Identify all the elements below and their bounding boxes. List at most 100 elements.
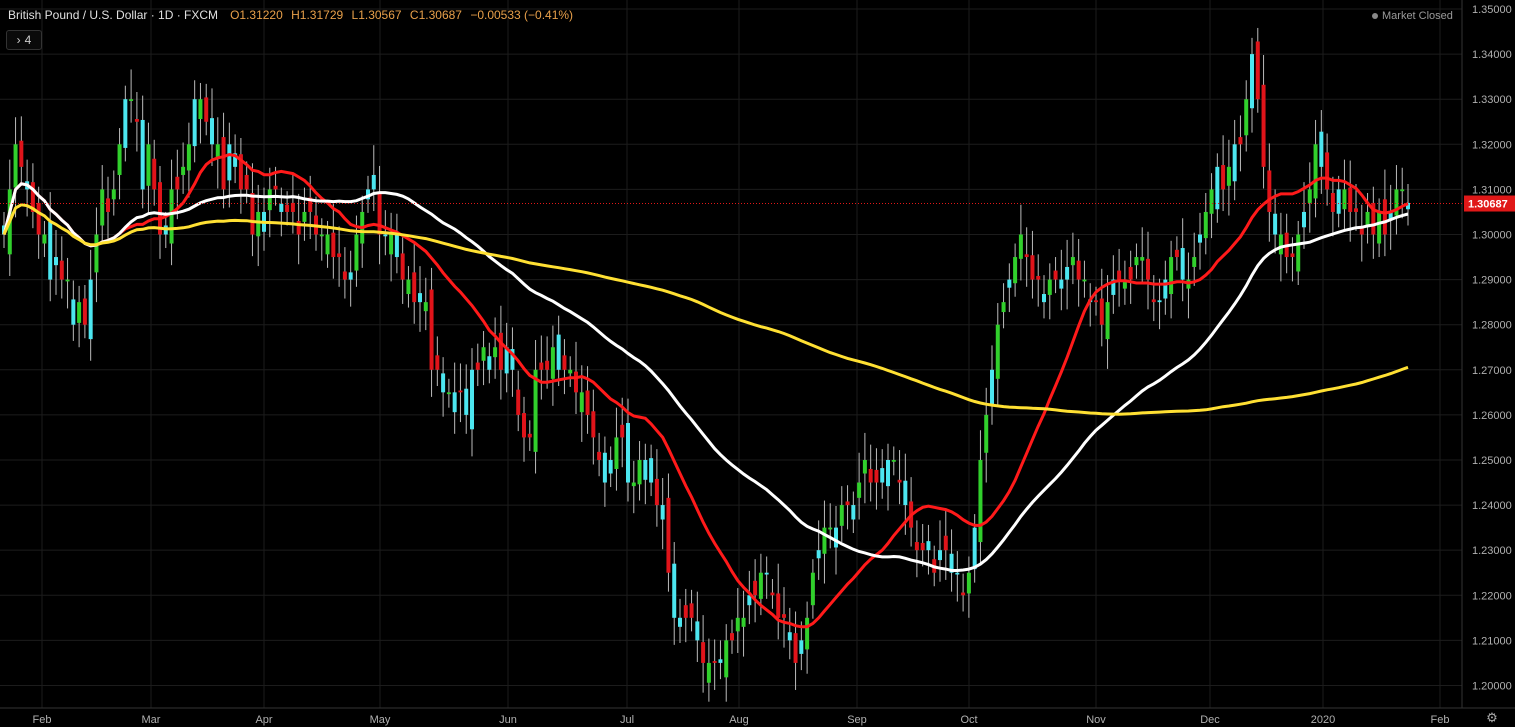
candle-body xyxy=(851,505,856,520)
candle-body xyxy=(117,144,122,175)
candle-body xyxy=(1070,257,1075,266)
candle-body xyxy=(1082,279,1087,282)
candle-body xyxy=(568,369,573,374)
candle-body xyxy=(1354,208,1358,212)
candle-body xyxy=(1076,260,1081,280)
candle-body xyxy=(990,369,994,406)
candle-body xyxy=(1105,302,1110,340)
candle-body xyxy=(949,553,954,573)
x-tick-label: Oct xyxy=(960,714,977,726)
candle-body xyxy=(331,232,336,258)
candle-body xyxy=(695,621,700,641)
candle-body xyxy=(406,279,411,295)
candle-body xyxy=(273,185,278,190)
candle-body xyxy=(487,356,492,370)
symbol-title[interactable]: British Pound / U.S. Dollar · 1D · FXCM xyxy=(8,8,219,22)
candle-body xyxy=(943,535,948,551)
change-value: −0.00533 (−0.41%) xyxy=(470,8,574,22)
candle-body xyxy=(279,203,284,212)
candle-body xyxy=(1250,54,1254,109)
candle-body xyxy=(631,482,636,487)
candle-body xyxy=(978,459,983,543)
candle-body xyxy=(123,99,128,148)
symbol-header: British Pound / U.S. Dollar · 1D · FXCM … xyxy=(8,8,578,22)
candle-body xyxy=(458,390,463,393)
candle-body xyxy=(782,614,786,618)
candle-body xyxy=(464,388,469,415)
candle-body xyxy=(533,369,538,452)
candle-body xyxy=(19,140,24,167)
candle-body xyxy=(1065,266,1070,280)
candle-body xyxy=(1267,170,1272,212)
candle-body xyxy=(510,349,515,370)
candle-body xyxy=(545,360,550,370)
candle-body xyxy=(1146,258,1150,280)
candle-body xyxy=(683,605,688,618)
candle-body xyxy=(348,272,353,280)
x-tick-label: Aug xyxy=(729,714,749,726)
candle-body xyxy=(452,392,457,413)
candle-body xyxy=(643,459,648,480)
candle-body xyxy=(290,202,295,212)
candle-body xyxy=(192,99,197,147)
candle-body xyxy=(1342,189,1347,210)
x-tick-label: Jun xyxy=(499,714,517,726)
candle-body xyxy=(204,97,209,122)
market-status: Market Closed xyxy=(1372,10,1453,22)
candle-body xyxy=(30,182,35,212)
candle-body xyxy=(1047,279,1052,295)
candle-body xyxy=(701,642,706,663)
candle-body xyxy=(498,332,503,370)
candle-body xyxy=(868,468,873,483)
ma-yellow-line xyxy=(2,203,1409,416)
candle-body xyxy=(71,299,76,325)
candle-body xyxy=(1365,211,1370,228)
candle-body xyxy=(527,433,532,438)
candle-body xyxy=(94,234,99,273)
indicators-toggle-button[interactable]: › 4 xyxy=(6,30,42,50)
low-value: L1.30567 xyxy=(351,8,402,22)
chevron-right-icon: › xyxy=(16,33,21,47)
candle-body xyxy=(383,234,388,237)
x-tick-label: Dec xyxy=(1200,714,1220,726)
candle-body xyxy=(140,119,145,190)
candle-body xyxy=(672,563,677,618)
candle-body xyxy=(637,459,642,485)
candle-body xyxy=(1198,234,1202,243)
candle-body xyxy=(1157,300,1162,303)
candle-body xyxy=(579,392,584,413)
gear-icon[interactable]: ⚙ xyxy=(1486,710,1498,725)
candle-body xyxy=(250,193,255,235)
candle-body xyxy=(995,324,1000,379)
x-tick-label: Sep xyxy=(847,714,867,726)
candle-body xyxy=(325,234,330,255)
candle-body xyxy=(955,572,960,575)
candle-body xyxy=(966,572,971,594)
candle-body xyxy=(233,153,238,167)
candle-body xyxy=(470,369,474,430)
candle-body xyxy=(42,234,47,244)
candle-body xyxy=(938,550,942,561)
candle-body xyxy=(319,234,324,237)
candle-body xyxy=(169,189,174,244)
candle-body xyxy=(1325,152,1330,190)
candle-body xyxy=(730,633,734,641)
candle-body xyxy=(1319,131,1324,167)
candle-body xyxy=(175,176,180,190)
candle-body xyxy=(1128,266,1133,280)
candle-body xyxy=(816,550,821,559)
candle-body xyxy=(1094,300,1098,303)
candle-body xyxy=(354,234,359,271)
candle-body xyxy=(654,478,659,506)
candle-body xyxy=(626,422,630,483)
candle-body xyxy=(1111,279,1116,295)
candle-body xyxy=(614,437,619,469)
candle-body xyxy=(215,144,220,159)
candle-body xyxy=(1180,248,1185,280)
candle-body xyxy=(1302,211,1306,228)
candle-body xyxy=(59,260,64,280)
candle-body xyxy=(1400,189,1405,192)
candle-body xyxy=(446,392,451,395)
x-tick-label: May xyxy=(370,714,391,726)
